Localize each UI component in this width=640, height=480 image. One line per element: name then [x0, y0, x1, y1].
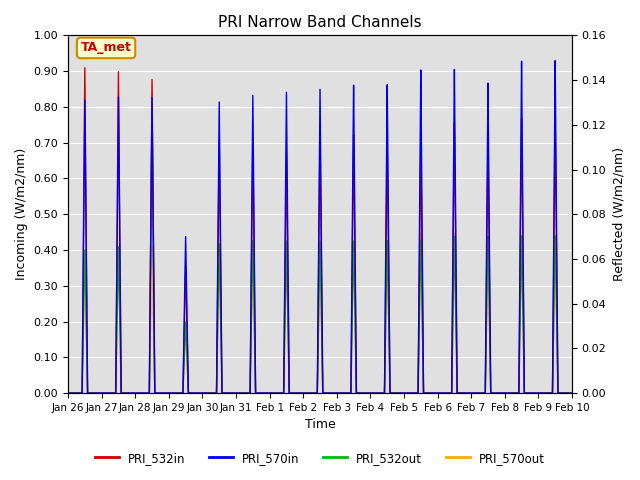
- X-axis label: Time: Time: [305, 419, 335, 432]
- PRI_532out: [566, 390, 574, 396]
- PRI_532out: [461, 390, 468, 396]
- PRI_532out: [167, 390, 175, 396]
- PRI_570in: [64, 390, 72, 396]
- Text: TA_met: TA_met: [81, 41, 131, 54]
- PRI_570out: [451, 230, 458, 236]
- PRI_570out: [253, 390, 260, 396]
- Legend: PRI_532in, PRI_570in, PRI_532out, PRI_570out: PRI_532in, PRI_570in, PRI_532out, PRI_57…: [90, 447, 550, 469]
- PRI_532in: [167, 390, 175, 396]
- Line: PRI_532out: PRI_532out: [68, 101, 572, 393]
- PRI_532in: [81, 65, 89, 71]
- PRI_570in: [551, 58, 559, 63]
- PRI_532out: [568, 390, 576, 396]
- PRI_532in: [461, 390, 468, 396]
- Line: PRI_570in: PRI_570in: [68, 60, 572, 393]
- Line: PRI_570out: PRI_570out: [68, 233, 572, 393]
- PRI_532out: [389, 390, 397, 396]
- PRI_532in: [64, 390, 72, 396]
- Line: PRI_532in: PRI_532in: [68, 68, 572, 393]
- PRI_532out: [64, 390, 72, 396]
- PRI_570out: [166, 390, 174, 396]
- PRI_570out: [566, 390, 574, 396]
- PRI_570in: [568, 390, 576, 396]
- Y-axis label: Incoming (W/m2/nm): Incoming (W/m2/nm): [15, 148, 28, 280]
- PRI_570in: [566, 390, 574, 396]
- PRI_570out: [64, 390, 72, 396]
- PRI_570in: [461, 390, 468, 396]
- Y-axis label: Reflected (W/m2/nm): Reflected (W/m2/nm): [612, 147, 625, 281]
- PRI_532in: [566, 390, 574, 396]
- PRI_570out: [172, 390, 180, 396]
- Title: PRI Narrow Band Channels: PRI Narrow Band Channels: [218, 15, 422, 30]
- PRI_570in: [172, 390, 180, 396]
- PRI_532in: [253, 390, 260, 396]
- PRI_532out: [148, 98, 156, 104]
- PRI_570in: [389, 390, 397, 396]
- PRI_570out: [461, 390, 468, 396]
- PRI_532out: [253, 390, 260, 396]
- PRI_570in: [253, 390, 260, 396]
- PRI_570out: [389, 390, 397, 396]
- PRI_532out: [172, 390, 180, 396]
- PRI_532in: [172, 390, 180, 396]
- PRI_532in: [568, 390, 576, 396]
- PRI_570in: [166, 390, 174, 396]
- PRI_532in: [389, 390, 397, 396]
- PRI_570out: [568, 390, 576, 396]
